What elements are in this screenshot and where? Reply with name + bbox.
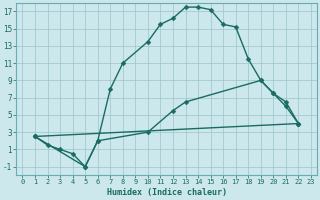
- X-axis label: Humidex (Indice chaleur): Humidex (Indice chaleur): [107, 188, 227, 197]
